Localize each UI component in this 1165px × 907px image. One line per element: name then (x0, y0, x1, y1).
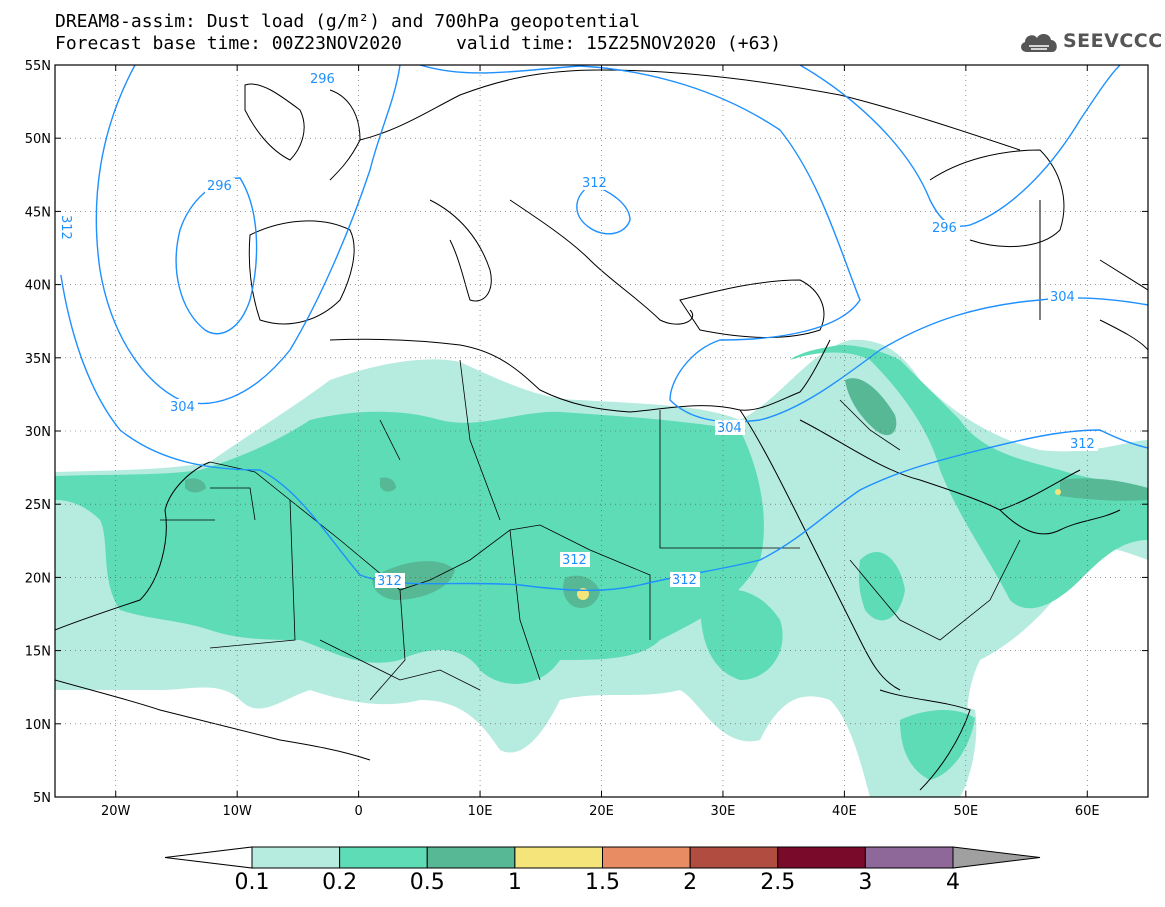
contour-label: 304 (717, 421, 742, 436)
colorbar-box (514, 846, 603, 869)
map-title: DREAM8-assim: Dust load (g/m²) and 700hP… (55, 11, 641, 32)
latitude-label: 15N (25, 645, 51, 660)
colorbar-box (251, 846, 341, 869)
colorbar-tick-label: 0.5 (410, 870, 445, 895)
axis-labels: 55N 50N 45N 40N 35N 30N 25N 20N 15N 10N 5N 20W 10W 0 1… (25, 59, 1100, 819)
contour-label: 312 (582, 176, 607, 191)
contour-label: 312 (562, 553, 587, 568)
longitude-label: 20E (589, 804, 614, 819)
colorbar-tick-label: 2.5 (760, 870, 795, 895)
contour-label: 312 (1070, 437, 1095, 452)
colorbar: 0.1 0.2 0.5 1 1.5 2 2.5 3 4 (164, 846, 1041, 895)
gridlines (55, 65, 1148, 797)
longitude-label: 60E (1075, 804, 1100, 819)
longitude-label: 30E (711, 804, 736, 819)
latitude-label: 35N (25, 352, 51, 367)
contour-label: 296 (207, 179, 232, 194)
latitude-label: 10N (25, 718, 51, 733)
latitude-label: 25N (25, 498, 51, 513)
colorbar-tick-label: 0.2 (322, 870, 357, 895)
colorbar-tick-label: 1 (508, 870, 522, 895)
latitude-label: 40N (25, 279, 51, 294)
colorbar-box (864, 846, 954, 869)
logo-text: SEEVCCC (1063, 30, 1163, 52)
colorbar-box (689, 846, 779, 869)
colorbar-tick-label: 1.5 (585, 870, 620, 895)
latitude-label: 5N (33, 791, 51, 806)
colorbar-extension-high (952, 846, 1041, 869)
map-plot-area: 296 296 296 312 312 304 304 304 312 312 … (55, 65, 1148, 797)
country-borders (160, 359, 1021, 701)
dust-shading-0.2 (55, 345, 1148, 780)
seevccc-logo: SEEVCCC (1017, 28, 1162, 56)
latitude-label: 50N (25, 132, 51, 147)
colorbar-tick-label: 2 (683, 870, 697, 895)
colorbar-box (602, 846, 691, 869)
longitude-label: 10E (468, 804, 493, 819)
longitude-label: 50E (953, 804, 978, 819)
colorbar-box (426, 846, 516, 869)
contour-label: 304 (170, 400, 195, 415)
forecast-times: Forecast base time: 00Z23NOV2020 valid t… (55, 33, 782, 54)
colorbar-tick-label: 4 (946, 870, 960, 895)
longitude-label: 20W (101, 804, 131, 819)
axis-ticks (55, 64, 1148, 798)
contour-label: 296 (310, 72, 335, 87)
cloud-icon (1021, 34, 1057, 52)
longitude-label: 10W (222, 804, 252, 819)
latitude-label: 55N (25, 59, 51, 74)
colorbar-box (339, 846, 428, 869)
colorbar-tick-label: 0.1 (235, 870, 270, 895)
contour-label: 312 (672, 573, 697, 588)
colorbar-tick-label: 3 (858, 870, 872, 895)
latitude-label: 45N (25, 205, 51, 220)
colorbar-extension-low (164, 846, 253, 869)
longitude-label: 40E (832, 804, 857, 819)
dust-shading-0.5 (185, 378, 1148, 608)
contour-label: 312 (377, 574, 402, 589)
colorbar-box (777, 846, 866, 869)
contour-label: 304 (1050, 290, 1075, 305)
contour-label: 296 (932, 221, 957, 236)
longitude-label: 0 (354, 804, 362, 819)
latitude-label: 20N (25, 571, 51, 586)
contour-label-group: 296 296 296 312 312 304 304 304 312 312 … (58, 72, 1095, 589)
geopotential-contours (55, 65, 1148, 592)
latitude-label: 30N (25, 425, 51, 440)
contour-label: 312 (58, 215, 73, 240)
